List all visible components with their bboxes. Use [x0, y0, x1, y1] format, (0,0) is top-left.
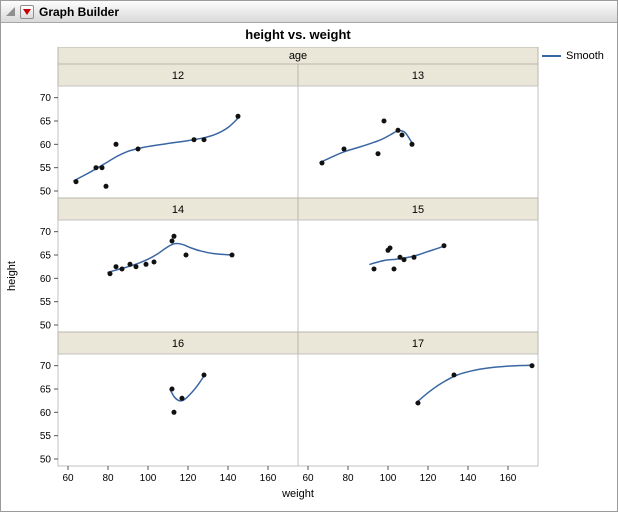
x-tick-label: 140 — [460, 473, 477, 484]
facet-panel[interactable] — [57, 353, 299, 467]
data-point[interactable] — [99, 165, 105, 171]
data-point[interactable] — [93, 165, 99, 171]
data-point[interactable] — [143, 261, 149, 267]
data-point[interactable] — [409, 141, 415, 147]
y-tick-label: 50 — [40, 321, 52, 332]
data-point[interactable] — [133, 264, 139, 270]
x-tick-label: 100 — [140, 473, 157, 484]
data-point[interactable] — [401, 257, 407, 263]
data-point[interactable] — [375, 151, 381, 157]
window-titlebar: Graph Builder — [1, 1, 617, 23]
data-point[interactable] — [441, 243, 447, 249]
x-axis-title[interactable]: weight — [281, 488, 314, 500]
data-point[interactable] — [119, 266, 125, 272]
data-point[interactable] — [529, 363, 535, 369]
x-tick-label: 120 — [420, 473, 437, 484]
data-point[interactable] — [229, 252, 235, 258]
x-tick-label: 80 — [342, 473, 354, 484]
y-tick-label: 55 — [40, 163, 52, 174]
data-point[interactable] — [371, 266, 377, 272]
data-point[interactable] — [201, 137, 207, 143]
data-point[interactable] — [113, 141, 119, 147]
facet-panel[interactable] — [297, 219, 539, 333]
graph-title: height vs. weight — [245, 27, 351, 42]
data-point[interactable] — [107, 271, 113, 277]
y-axis-title[interactable]: height — [6, 261, 18, 291]
x-tick-label: 160 — [260, 473, 277, 484]
y-tick-label: 60 — [40, 140, 52, 151]
graph-area: height vs. weight Smooth age 12 70 65 60 55 50… — [1, 23, 617, 511]
red-triangle-icon — [23, 8, 31, 15]
y-tick-label: 65 — [40, 251, 52, 262]
y-tick-label: 60 — [40, 408, 52, 419]
facet-variable-label: age — [289, 50, 307, 62]
data-point[interactable] — [387, 245, 393, 251]
facet-label: 15 — [412, 204, 424, 216]
data-point[interactable] — [191, 137, 197, 143]
data-point[interactable] — [113, 264, 119, 270]
y-tick-label: 65 — [40, 117, 52, 128]
y-tick-label: 70 — [40, 361, 52, 372]
x-tick-label: 120 — [180, 473, 197, 484]
smooth-line — [319, 129, 413, 164]
facet-label: 17 — [412, 338, 424, 350]
y-tick-label: 55 — [40, 297, 52, 308]
data-point[interactable] — [415, 400, 421, 406]
data-point[interactable] — [391, 266, 397, 272]
data-point[interactable] — [451, 372, 457, 378]
data-point[interactable] — [341, 146, 347, 152]
data-point[interactable] — [151, 259, 157, 265]
smooth-line — [415, 364, 531, 404]
data-point[interactable] — [103, 183, 109, 189]
data-point[interactable] — [235, 113, 241, 119]
trellis-chart: age 12 70 65 60 55 50 13 14 70 65 60 55 50 15 16 70 65 60 5… — [6, 46, 539, 500]
x-tick-label: 160 — [500, 473, 517, 484]
y-tick-label: 55 — [40, 431, 52, 442]
facet-label: 14 — [172, 204, 184, 216]
data-point[interactable] — [127, 261, 133, 267]
x-tick-label: 100 — [380, 473, 397, 484]
data-point[interactable] — [411, 254, 417, 260]
smooth-line-swatch — [542, 55, 561, 57]
y-tick-label: 50 — [40, 455, 52, 466]
x-tick-label: 140 — [220, 473, 237, 484]
facet-label: 16 — [172, 338, 184, 350]
trellis-plot: age 12 70 65 60 55 50 13 14 70 65 60 55 50 15 16 70 65 60 5… — [1, 46, 617, 511]
x-tick-label: 80 — [102, 473, 114, 484]
y-tick-label: 50 — [40, 187, 52, 198]
data-point[interactable] — [397, 254, 403, 260]
facet-panel[interactable] — [57, 219, 299, 333]
data-point[interactable] — [171, 409, 177, 415]
smooth-line — [369, 245, 445, 266]
facet-label: 13 — [412, 70, 424, 82]
red-triangle-menu-button[interactable] — [20, 4, 34, 19]
disclosure-triangle-icon[interactable] — [6, 7, 15, 16]
data-point[interactable] — [73, 179, 79, 185]
data-point[interactable] — [183, 252, 189, 258]
facet-label: 12 — [172, 70, 184, 82]
data-point[interactable] — [399, 132, 405, 138]
x-tick-label: 60 — [302, 473, 314, 484]
data-point[interactable] — [381, 118, 387, 124]
y-tick-label: 65 — [40, 385, 52, 396]
y-tick-label: 60 — [40, 274, 52, 285]
facet-panel[interactable] — [297, 353, 539, 467]
data-point[interactable] — [319, 160, 325, 166]
facet-panel[interactable] — [297, 85, 539, 199]
y-tick-label: 70 — [40, 93, 52, 104]
data-point[interactable] — [179, 395, 185, 401]
legend[interactable]: Smooth — [542, 50, 604, 62]
legend-item-label: Smooth — [566, 50, 604, 62]
data-point[interactable] — [169, 238, 175, 244]
data-point[interactable] — [201, 372, 207, 378]
y-tick-label: 70 — [40, 227, 52, 238]
data-point[interactable] — [171, 233, 177, 239]
data-point[interactable] — [169, 386, 175, 392]
x-tick-label: 60 — [62, 473, 74, 484]
data-point[interactable] — [135, 146, 141, 152]
data-point[interactable] — [395, 127, 401, 133]
smooth-line — [107, 242, 233, 274]
window-title: Graph Builder — [39, 4, 120, 19]
